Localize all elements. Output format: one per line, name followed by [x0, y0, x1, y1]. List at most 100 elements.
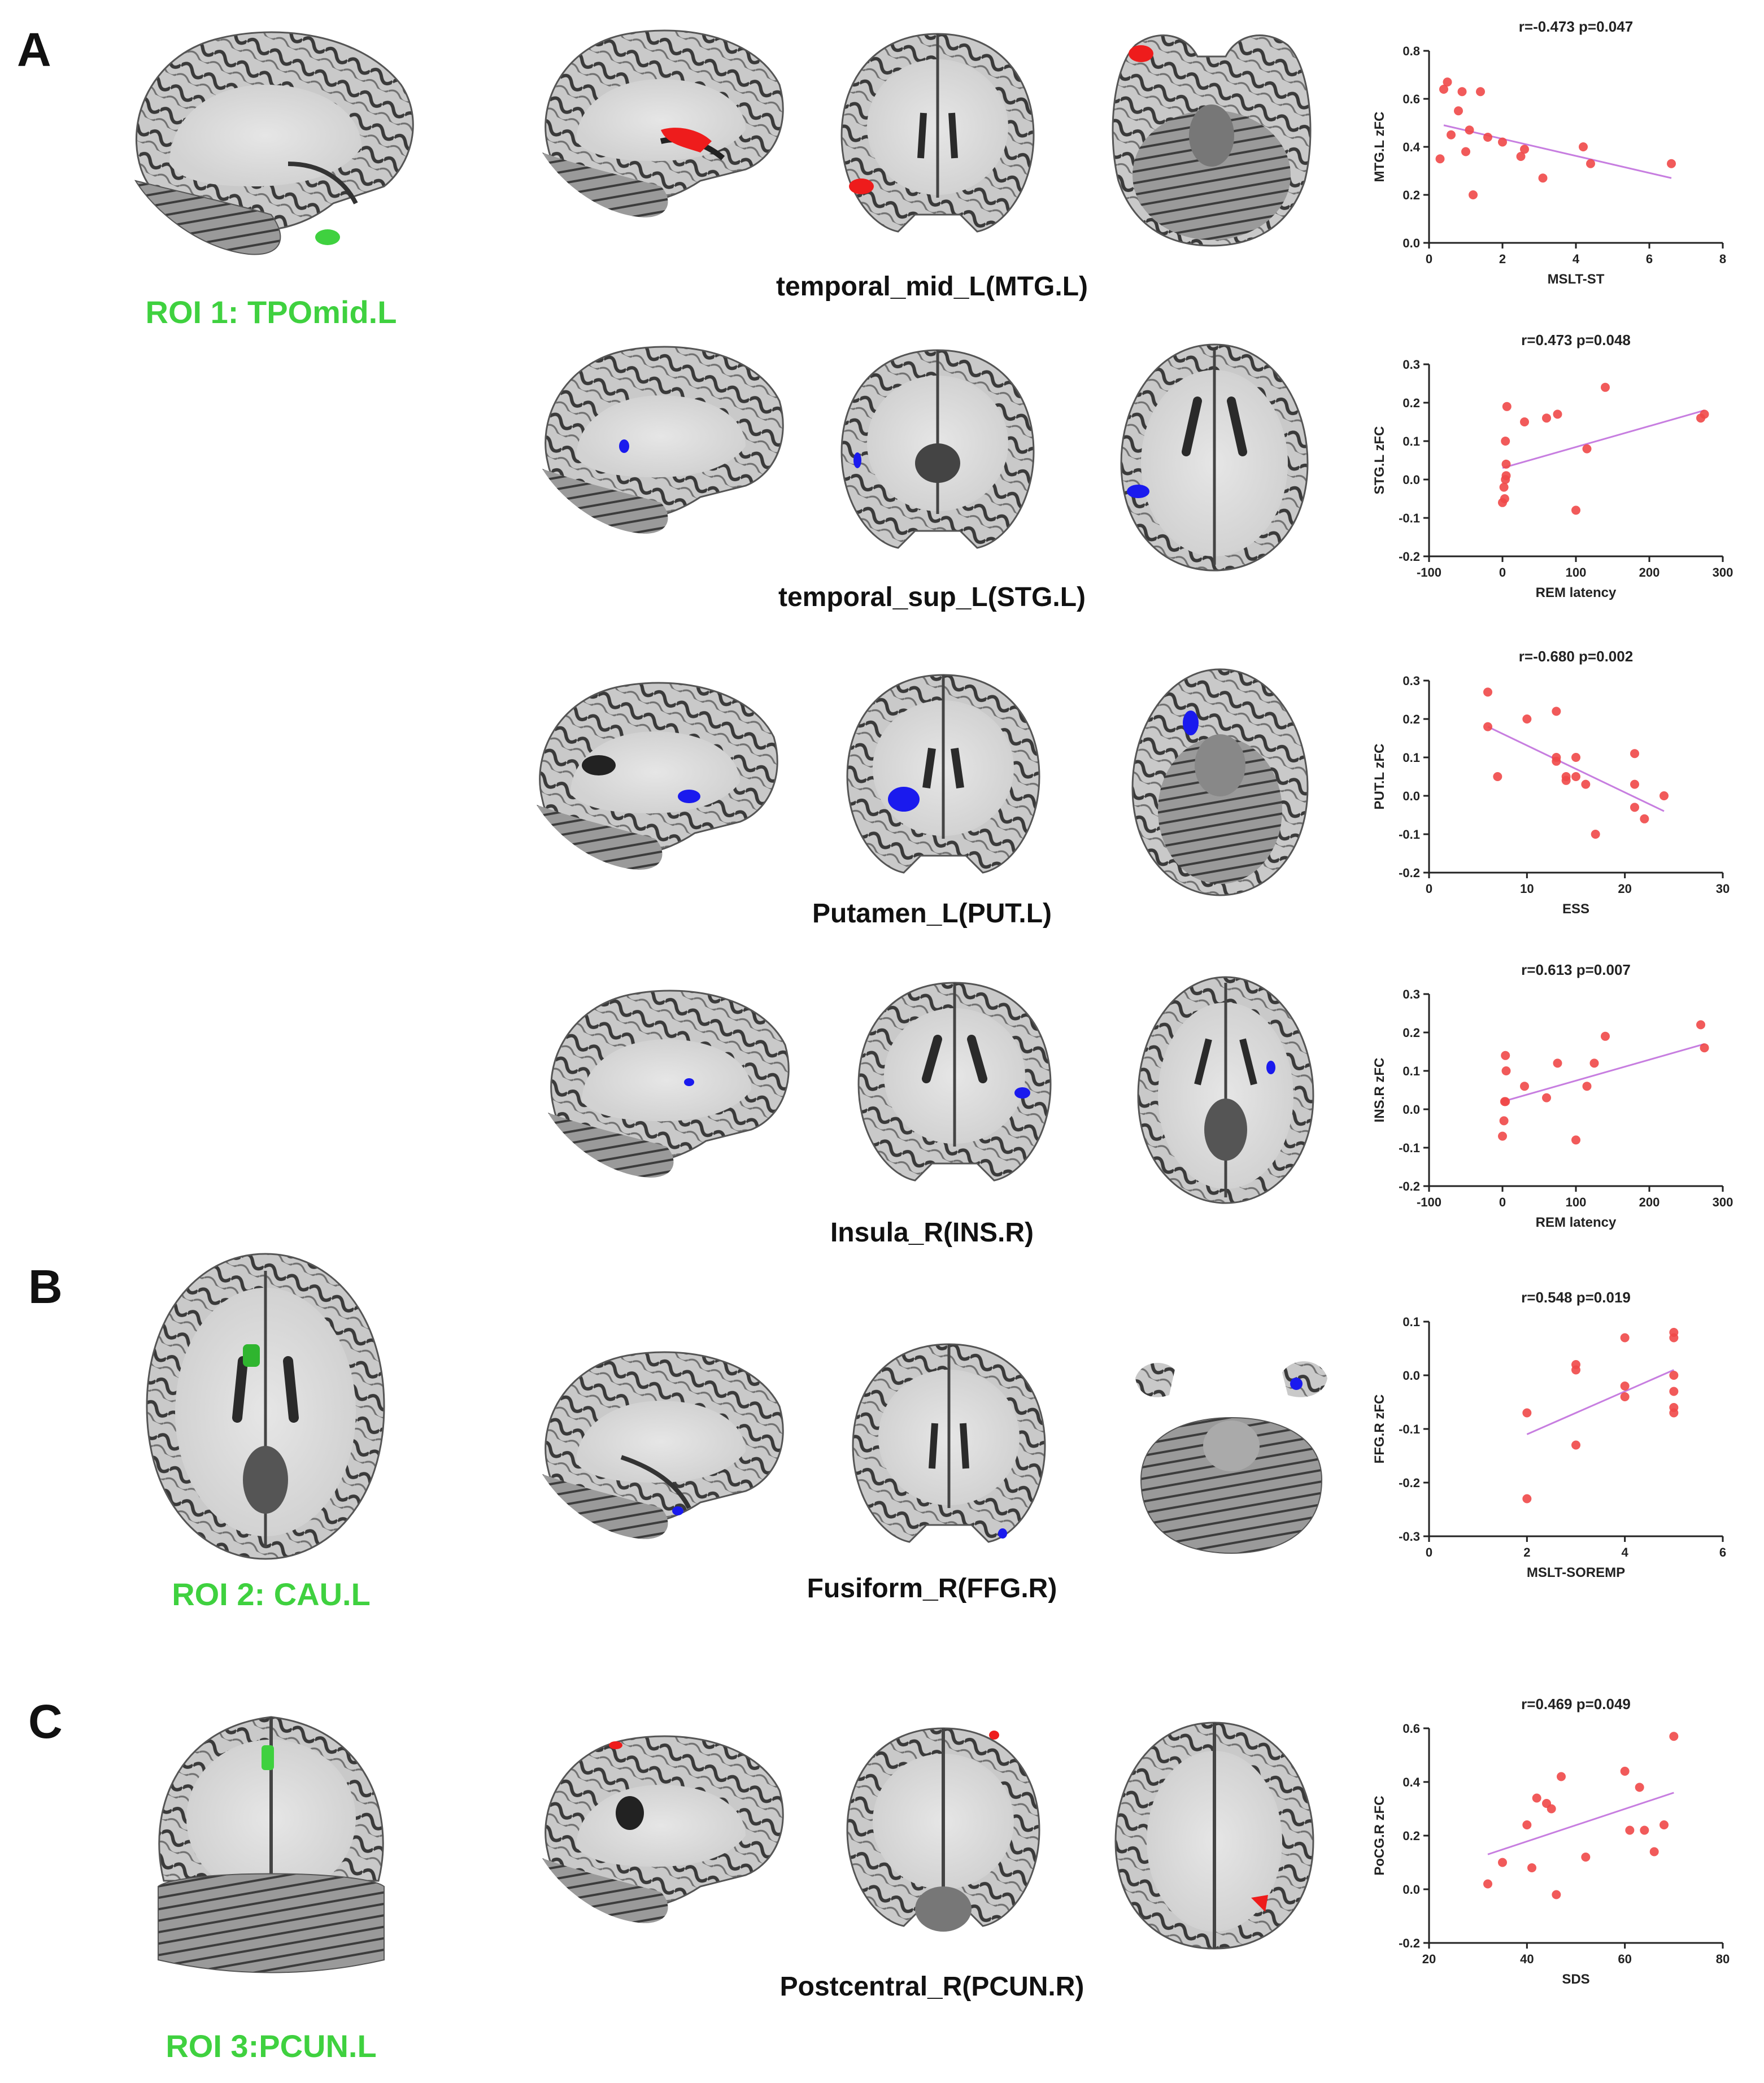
y-axis-label: PoCG.R zFC [1372, 1796, 1387, 1875]
data-point [1454, 106, 1463, 116]
x-tick-label: 100 [1566, 565, 1587, 579]
put-coronal [846, 674, 1040, 874]
x-axis-label: MSLT-SOREMP [1527, 1565, 1625, 1580]
data-point [1640, 1825, 1649, 1835]
data-point [1669, 1387, 1679, 1396]
x-tick-label: 0 [1426, 882, 1432, 896]
data-point [1439, 85, 1448, 94]
scatter-plot-pocg: r=0.469 p=0.049 -0.2 0.0 0.2 0.4 0.6 20 40 60 80 S… [1372, 1696, 1730, 1987]
data-point [1483, 133, 1492, 142]
data-point [1552, 753, 1561, 762]
pcun-coronal [846, 1727, 1040, 1932]
pcun-cluster-coronal [989, 1731, 999, 1740]
regression-line [1502, 409, 1705, 469]
y-tick-label: 0.1 [1403, 1064, 1420, 1078]
stg-axial [1120, 343, 1309, 572]
pcun-axial [1114, 1722, 1314, 1950]
data-point [1582, 444, 1592, 454]
data-point [1635, 1783, 1644, 1792]
chart-title: r=-0.473 p=0.047 [1519, 18, 1633, 35]
data-point [1630, 779, 1639, 789]
data-point [1669, 1732, 1679, 1741]
chart-title: r=0.613 p=0.007 [1521, 961, 1631, 978]
y-tick-label: 0.1 [1403, 1315, 1420, 1329]
data-point [1660, 1820, 1669, 1829]
y-tick-label: 0.1 [1403, 434, 1420, 448]
y-tick-label: -0.2 [1399, 1476, 1420, 1490]
data-point [1640, 814, 1649, 823]
data-point [1447, 130, 1456, 140]
data-point [1620, 1333, 1630, 1343]
panel-letter-a: A [17, 23, 51, 76]
y-tick-label: 0.2 [1403, 712, 1420, 726]
y-tick-label: -0.1 [1399, 511, 1420, 525]
scatter-plot-ffg: r=0.548 p=0.019 -0.3 -0.2 -0.1 0.0 0.1 0 2 4 6 MSL… [1372, 1289, 1726, 1580]
x-tick-label: 300 [1713, 1195, 1733, 1209]
y-tick-label: 0.0 [1403, 473, 1420, 487]
x-tick-label: 200 [1639, 565, 1660, 579]
x-tick-label: 300 [1713, 565, 1733, 579]
data-point [1498, 1131, 1507, 1141]
y-tick-label: -0.2 [1399, 866, 1420, 880]
pcun-sagittal [542, 1735, 784, 1923]
data-point [1476, 87, 1485, 97]
y-tick-label: 0.0 [1403, 1102, 1420, 1117]
data-point [1538, 173, 1548, 183]
data-point [1501, 1066, 1511, 1075]
y-tick-label: 0.0 [1403, 1369, 1420, 1383]
roi3-marker [262, 1745, 274, 1770]
data-point [1669, 1371, 1679, 1380]
roi1-label: ROI 1: TPOmid.L [145, 294, 397, 330]
chart-title: r=0.548 p=0.019 [1521, 1289, 1631, 1306]
regression-line [1487, 726, 1665, 812]
roi2-label: ROI 2: CAU.L [172, 1576, 371, 1612]
x-axis-label: SDS [1562, 1972, 1589, 1987]
data-point [1493, 772, 1502, 781]
x-tick-label: 0 [1426, 1545, 1432, 1559]
ins-sagittal [548, 990, 790, 1178]
data-point [1461, 147, 1470, 156]
data-point [1660, 791, 1669, 800]
y-tick-label: 0.2 [1403, 1829, 1420, 1843]
mtg-sagittal [542, 29, 784, 217]
y-tick-label: 0.0 [1403, 789, 1420, 803]
x-tick-label: 30 [1716, 882, 1730, 896]
y-tick-label: 0.2 [1403, 1026, 1420, 1040]
stg-cluster-coronal [853, 452, 861, 468]
scatter-plot-ins: r=0.613 p=0.007 -0.2 -0.1 0.0 0.1 0.2 0.3 -100 0… [1372, 961, 1733, 1230]
mtg-axial [1112, 34, 1312, 247]
scatter-plot-mtg: r=-0.473 p=0.047 0.0 0.2 0.4 0.6 0.8 0 2 4 6 8 MSLT… [1372, 18, 1726, 287]
put-axial [1131, 668, 1309, 896]
data-point [1520, 417, 1529, 426]
data-point [1571, 1365, 1580, 1375]
data-point [1700, 1043, 1709, 1053]
x-tick-label: 200 [1639, 1195, 1660, 1209]
data-point [1553, 1058, 1562, 1068]
pcun-cluster-axial [1251, 1895, 1268, 1912]
data-point [1500, 494, 1509, 503]
data-point [1669, 1408, 1679, 1418]
mtg-cluster-sagittal [661, 128, 712, 152]
x-axis-label: REM latency [1536, 1215, 1617, 1230]
data-point [1527, 1863, 1536, 1872]
y-tick-label: 0.3 [1403, 987, 1420, 1001]
y-tick-label: 0.3 [1403, 674, 1420, 688]
x-tick-label: 20 [1422, 1952, 1436, 1966]
y-tick-label: 0.2 [1403, 188, 1420, 202]
put-cluster-coronal [888, 787, 920, 812]
ins-axial [1137, 976, 1314, 1204]
y-tick-label: 0.2 [1403, 396, 1420, 410]
data-point [1589, 1058, 1599, 1068]
ins-coronal [857, 982, 1052, 1182]
data-point [1443, 77, 1452, 87]
data-point [1457, 87, 1467, 97]
y-tick-label: -0.2 [1399, 550, 1420, 564]
y-axis-label: INS.R zFC [1372, 1058, 1387, 1123]
y-tick-label: 0.3 [1403, 358, 1420, 372]
x-axis-label: MSLT-ST [1548, 272, 1605, 287]
x-tick-label: 6 [1646, 252, 1653, 266]
ffg-cluster-axial [1290, 1378, 1303, 1390]
data-point [1581, 1853, 1591, 1862]
stg-sagittal [542, 346, 784, 534]
scatter-plot-put: r=-0.680 p=0.002 -0.2 -0.1 0.0 0.1 0.2 0.3 0 10 2… [1372, 648, 1730, 917]
